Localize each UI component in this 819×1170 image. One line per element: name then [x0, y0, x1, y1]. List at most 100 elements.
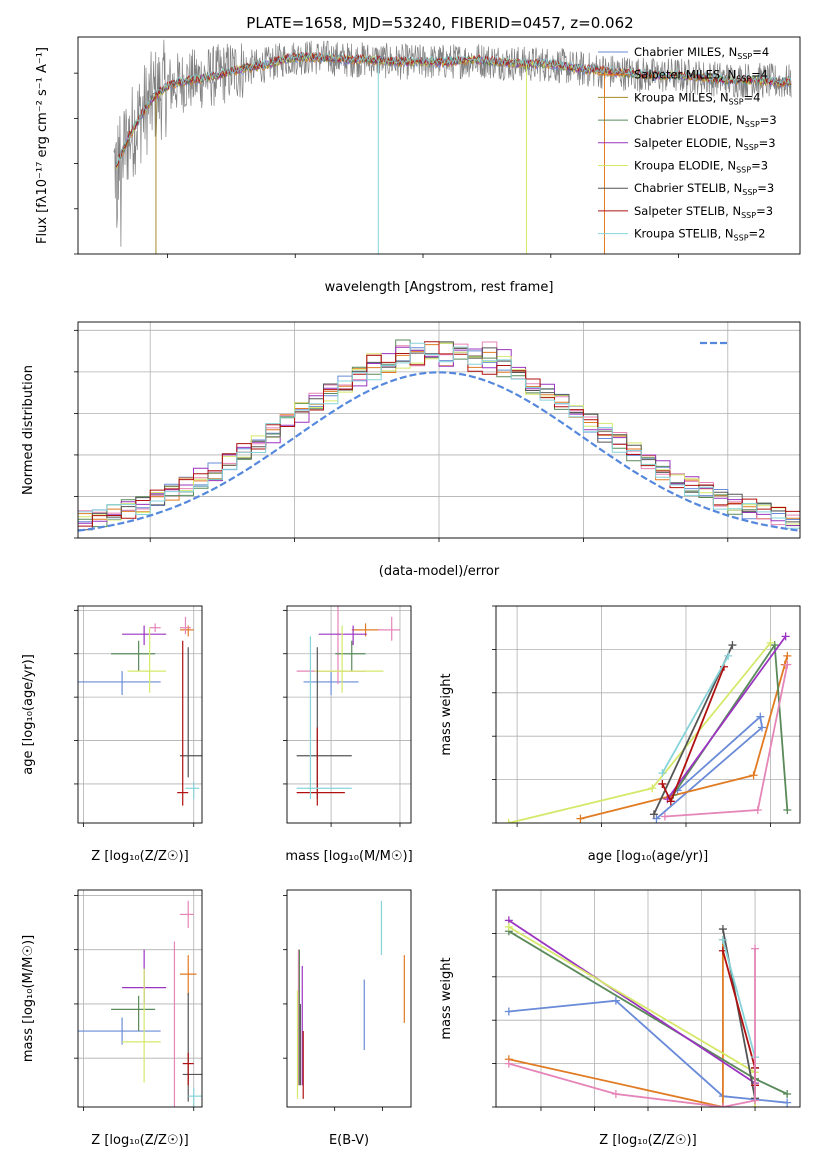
legend-entry-subscript: SSP [729, 97, 744, 106]
axes-frame [286, 605, 412, 824]
errorbar-point [185, 781, 200, 800]
legend-entry-text: Chabrier MILES, N [634, 45, 737, 59]
weight-marker [751, 1096, 760, 1105]
plot-area [78, 616, 202, 806]
errorbar-point [179, 900, 194, 928]
weight-marker [648, 784, 657, 793]
errorbar-point [179, 616, 191, 635]
plot-area [296, 900, 405, 1099]
weight-marker [504, 922, 513, 931]
weight-line-kroupa-elodie [508, 642, 772, 823]
errorbar-point [314, 625, 384, 693]
axes-frame [495, 605, 801, 824]
errorbar-point [296, 636, 352, 800]
legend-entry: Chabrier ELODIE, NSSP=3 [634, 113, 777, 129]
errorbar-point [111, 995, 156, 1032]
legend-entry-text: Kroupa ELODIE, N [634, 159, 736, 173]
legend-entry-text: Kroupa STELIB, N [634, 227, 734, 241]
weight-marker [611, 1089, 620, 1098]
errorbar-point [78, 1017, 161, 1045]
mass-vs-metallicity-panel: Z [log₁₀(Z/Z☉)] mass [log₁₀(M/M☉)] [21, 889, 203, 1148]
weight-marker [504, 1059, 513, 1068]
weight-marker [783, 1098, 792, 1107]
residual-histogram-panel: (data-model)/error Normed distribution [21, 321, 801, 579]
legend-entry-subscript: SSP [734, 234, 749, 243]
spectrum-panel: wavelength [Angstrom, rest frame] Flux [f… [35, 36, 801, 295]
errorbar-point [122, 968, 161, 1083]
legend-entry-count: =4 [751, 68, 768, 82]
legend-entry-count: =3 [757, 181, 774, 195]
y-axis-label: Flux [fλ10⁻¹⁷ erg cm⁻² s⁻¹ A⁻¹] [35, 47, 50, 244]
legend-entry-count: =4 [744, 90, 761, 104]
y-axis-label: mass weight [439, 673, 454, 755]
plot-area [78, 900, 202, 1107]
age-vs-metallicity-panel: Z [log₁₀(Z/Z☉)] age [log₁₀(age/yr)] [21, 605, 203, 864]
weight-marker [504, 1007, 513, 1016]
weight-marker [751, 944, 760, 953]
mass-vs-ebv-panel: E(B-V) [283, 889, 412, 1148]
axes-frame [77, 889, 203, 1108]
legend-entry-count: =3 [759, 136, 776, 150]
weight-marker [658, 779, 667, 788]
weight-marker [504, 819, 513, 823]
weight-vs-age-panel: age [log₁₀(age/yr)] mass weight [439, 605, 801, 864]
errorbar-point [177, 640, 189, 806]
legend-entry-subscript: SSP [736, 75, 751, 84]
legend-entry-count: =4 [752, 45, 769, 59]
histogram-kroupa-stelib [78, 342, 800, 529]
observed-spectrum [113, 39, 792, 247]
axes-frame [495, 889, 801, 1108]
errorbar-point [179, 647, 202, 778]
age-vs-mass-panel: mass [log₁₀(M/M☉)] [283, 605, 413, 864]
weight-marker [728, 641, 737, 650]
weight-line-kroupa-stelib [661, 655, 729, 774]
x-axis-label: age [log₁₀(age/yr)] [588, 849, 709, 864]
plot-area [113, 39, 792, 254]
normal-distribution-curve [78, 371, 800, 532]
x-axis-label: Z [log₁₀(Z/Z☉)] [599, 1133, 696, 1148]
legend-entry-text: Kroupa MILES, N [634, 90, 729, 104]
errorbar-point [335, 640, 366, 672]
weight-marker [770, 641, 779, 650]
legend-entry: Salpeter STELIB, NSSP=3 [634, 204, 773, 220]
legend-entry: Kroupa STELIB, NSSP=2 [634, 227, 765, 243]
plot-area [504, 632, 792, 823]
errorbar-point [78, 671, 161, 695]
legend-entry-count: =2 [749, 227, 766, 241]
model-spectrum-chabrier-elodie [115, 52, 792, 166]
weight-marker [766, 638, 775, 647]
plot-area [296, 606, 400, 806]
weight-marker [749, 771, 758, 780]
y-axis-label: age [log₁₀(age/yr)] [21, 654, 36, 775]
weight-marker [783, 1089, 792, 1098]
errorbar-point [122, 625, 167, 646]
errorbar-point [182, 1052, 194, 1086]
errorbar-point [111, 640, 156, 672]
errorbar-point [377, 616, 400, 641]
legend-entry-subscript: SSP [742, 188, 757, 197]
x-axis-label: mass [log₁₀(M/M☉)] [285, 849, 412, 864]
legend-entry-subscript: SSP [741, 211, 756, 220]
weight-marker [756, 712, 765, 721]
weight-marker [660, 812, 669, 821]
weight-marker [783, 651, 792, 660]
figure-title: PLATE=1658, MJD=53240, FIBERID=0457, z=0… [246, 14, 633, 32]
legend-entry: Kroupa MILES, NSSP=4 [634, 90, 760, 106]
weight-marker [781, 632, 790, 641]
weight-marker [666, 797, 675, 806]
legend-entry-subscript: SSP [744, 143, 759, 152]
axes-frame [77, 321, 801, 539]
plot-area [78, 339, 800, 533]
legend-entry-text: Chabrier STELIB, N [634, 181, 742, 195]
weight-line-kroupa-pink [508, 948, 756, 1107]
legend-entry-count: =3 [760, 113, 777, 127]
x-axis-label: E(B-V) [329, 1133, 369, 1148]
errorbar-point [188, 1088, 202, 1107]
weight-marker [611, 996, 620, 1005]
weight-line-chabrier-miles [655, 714, 763, 820]
legend-entry-text: Salpeter MILES, N [634, 68, 736, 82]
plot-area [504, 916, 792, 1107]
errorbar-point [303, 671, 359, 695]
